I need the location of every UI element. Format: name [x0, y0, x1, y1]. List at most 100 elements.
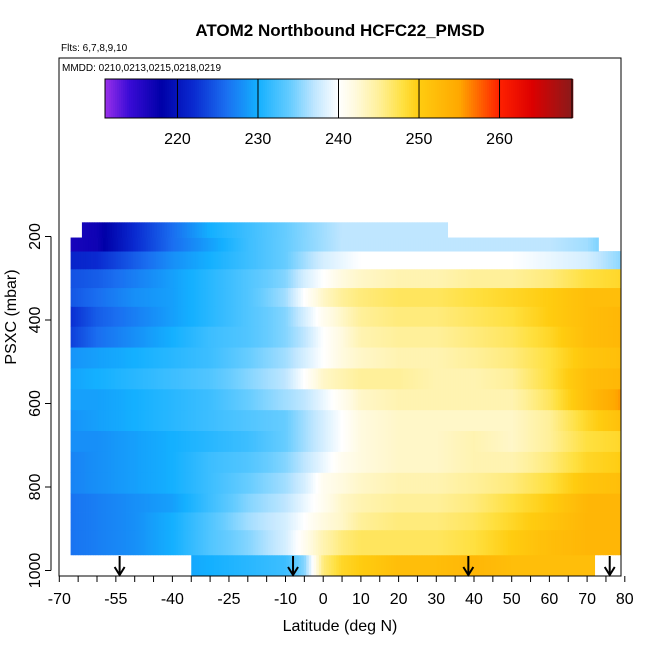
heatmap-cell	[168, 512, 172, 531]
heatmap-cell	[488, 237, 492, 252]
y-axis-label: PSXC (mbar)	[3, 269, 20, 364]
heatmap-cell	[533, 251, 537, 270]
heatmap-cell	[221, 222, 225, 238]
heatmap-cell	[335, 529, 339, 556]
heatmap-cell	[95, 529, 99, 556]
heatmap-cell	[278, 287, 282, 307]
heatmap-cell	[388, 493, 392, 513]
heatmap-cell	[290, 472, 294, 494]
heatmap-cell	[558, 251, 562, 270]
colorbar-swatch	[395, 79, 398, 118]
heatmap-cell	[120, 493, 124, 513]
heatmap-cell	[415, 451, 419, 473]
heatmap-cell	[336, 222, 340, 238]
colorbar-swatch	[499, 79, 502, 118]
heatmap-cell	[148, 388, 152, 411]
heatmap-cell	[175, 268, 179, 289]
heatmap-cell	[170, 388, 174, 411]
colorbar-swatch	[219, 79, 222, 118]
heatmap-cell	[288, 472, 292, 494]
heatmap-cell	[245, 493, 249, 513]
heatmap-cell	[560, 251, 564, 270]
heatmap-cell	[603, 287, 607, 307]
heatmap-cell	[158, 512, 162, 531]
heatmap-cell	[108, 409, 112, 432]
heatmap-cell	[528, 251, 532, 270]
heatmap-cell	[316, 554, 320, 576]
colorbar-swatch	[425, 79, 428, 118]
heatmap-cell	[268, 529, 272, 556]
heatmap-cell	[163, 326, 167, 348]
heatmap-cell	[350, 493, 354, 513]
heatmap-cell	[270, 368, 274, 390]
heatmap-cell	[320, 268, 324, 289]
heatmap-cell	[115, 251, 119, 270]
heatmap-cell	[123, 493, 127, 513]
heatmap-cell	[428, 368, 432, 390]
heatmap-cell	[280, 409, 284, 432]
heatmap-cell	[210, 451, 214, 473]
heatmap-cell	[158, 409, 162, 432]
heatmap-cell	[313, 326, 317, 348]
heatmap-cell	[113, 268, 117, 289]
heatmap-cell	[109, 222, 113, 238]
heatmap-cell	[130, 451, 134, 473]
heatmap-cell	[113, 251, 117, 270]
heatmap-cell	[255, 493, 259, 513]
colorbar-swatch	[239, 79, 242, 118]
heatmap-cell	[490, 237, 494, 252]
heatmap-cell	[525, 368, 529, 390]
heatmap-cell	[119, 222, 123, 238]
heatmap-cell	[380, 237, 384, 252]
heatmap-cell	[153, 306, 157, 327]
heatmap-cell	[580, 306, 584, 327]
heatmap-cell	[88, 472, 92, 494]
heatmap-cell	[290, 388, 294, 411]
colorbar-swatch	[491, 79, 494, 118]
heatmap-cell	[230, 512, 234, 531]
heatmap-cell	[115, 326, 119, 348]
heatmap-cell	[565, 306, 569, 327]
heatmap-cell	[225, 326, 229, 348]
heatmap-cell	[323, 493, 327, 513]
heatmap-cell	[138, 512, 142, 531]
heatmap-cell	[548, 287, 552, 307]
heatmap-cell	[328, 326, 332, 348]
heatmap-cell	[425, 326, 429, 348]
heatmap-cell	[268, 268, 272, 289]
heatmap-cell	[298, 493, 302, 513]
heatmap-cell	[626, 389, 629, 410]
heatmap-cell	[103, 237, 107, 252]
heatmap-cell	[373, 512, 377, 531]
heatmap-cell	[413, 326, 417, 348]
heatmap-cell	[408, 493, 412, 513]
heatmap-cell	[233, 326, 237, 348]
heatmap-cell	[548, 472, 552, 494]
heatmap-cell	[218, 306, 222, 327]
colorbar-swatch	[533, 79, 536, 118]
heatmap-cell	[568, 347, 572, 369]
heatmap-cell	[513, 287, 517, 307]
heatmap-cell	[313, 287, 317, 307]
heatmap-cell	[80, 529, 84, 556]
heatmap-cell	[293, 306, 297, 327]
heatmap-cell	[458, 529, 462, 556]
heatmap-cell	[550, 237, 554, 252]
heatmap-cell	[325, 493, 329, 513]
heatmap-cell	[505, 326, 509, 348]
heatmap-cell	[590, 306, 594, 327]
heatmap-cell	[573, 368, 577, 390]
heatmap-cell	[168, 430, 172, 452]
heatmap-cell	[245, 251, 249, 270]
heatmap-cell	[628, 347, 629, 368]
heatmap-cell	[290, 306, 294, 327]
heatmap-cell	[360, 388, 364, 411]
heatmap-cell	[593, 512, 597, 531]
heatmap-cell	[578, 554, 582, 576]
heatmap-cell	[198, 529, 202, 556]
heatmap-cell	[613, 347, 617, 369]
heatmap-cell	[385, 409, 389, 432]
heatmap-cell	[123, 409, 127, 432]
heatmap-cell	[503, 237, 507, 252]
heatmap-cell	[125, 268, 129, 289]
